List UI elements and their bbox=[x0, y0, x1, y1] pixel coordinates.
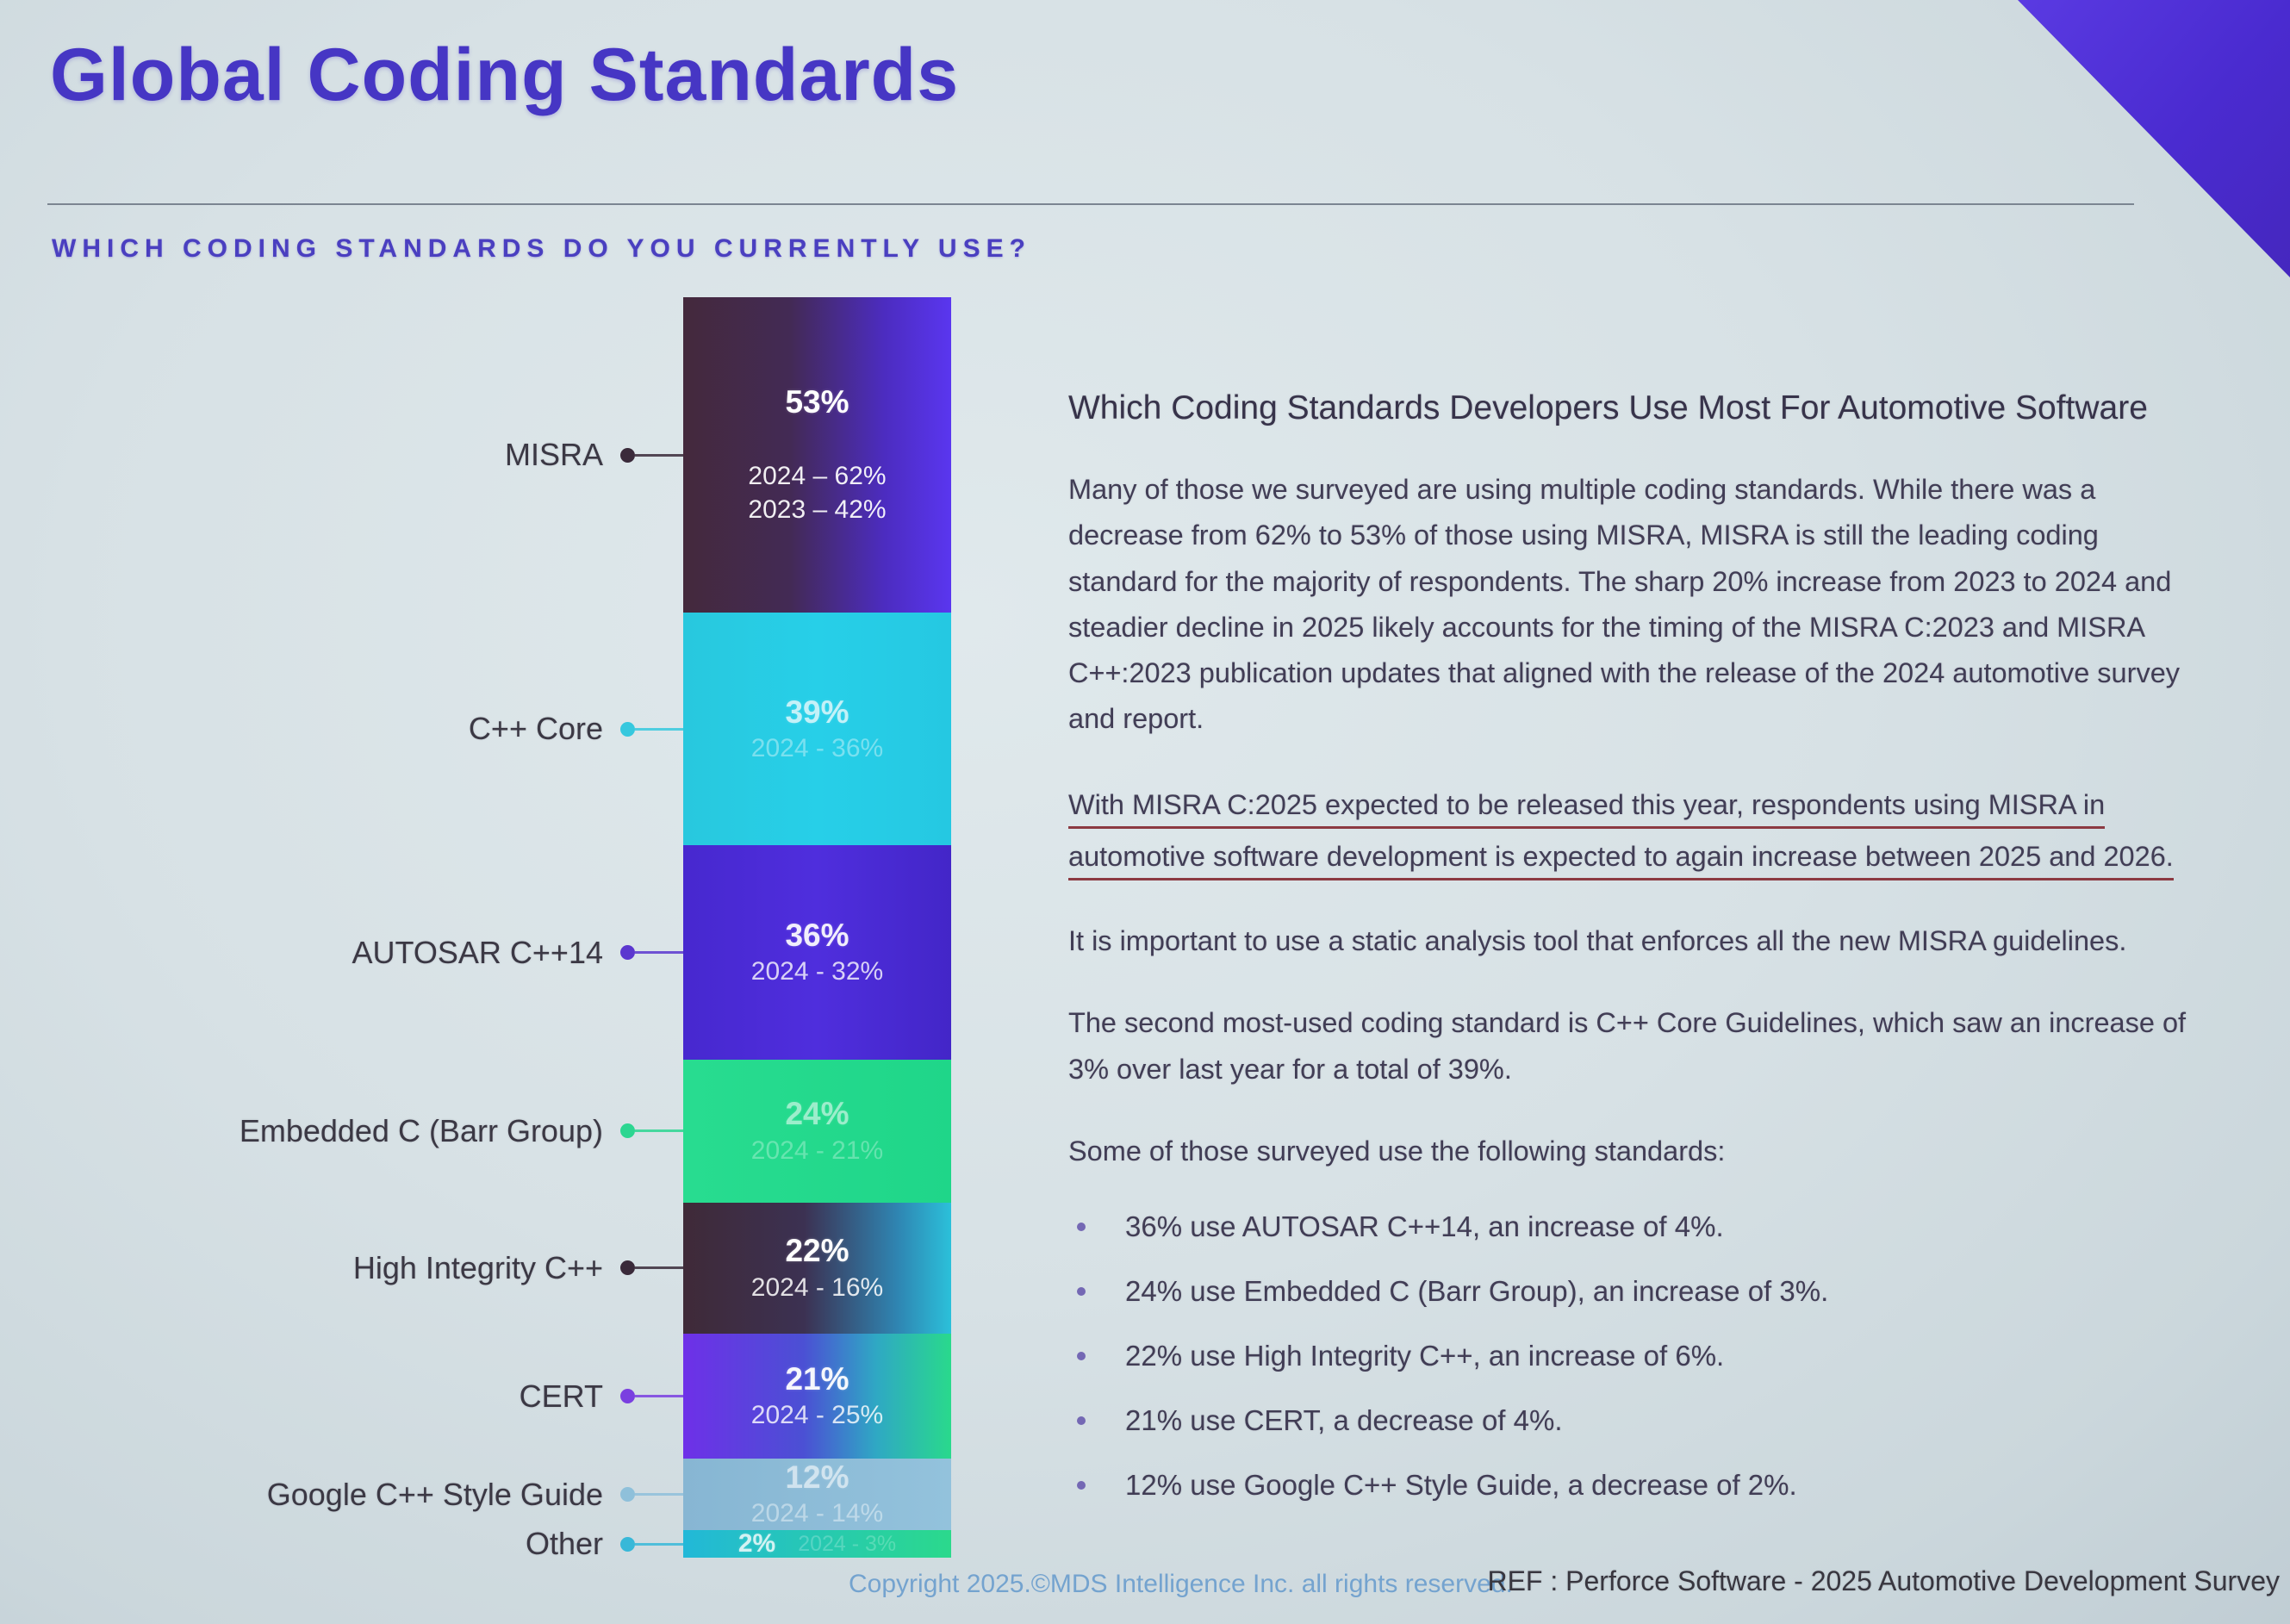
commentary-paragraph-1: Many of those we surveyed are using mult… bbox=[1068, 474, 2181, 735]
bar-category-label: MISRA bbox=[504, 437, 603, 473]
segment-value: 24% bbox=[785, 1096, 849, 1132]
label-connector-line bbox=[635, 1266, 683, 1270]
bar-label-autosar: AUTOSAR C++14 bbox=[0, 935, 683, 971]
corner-triangle-decoration bbox=[2018, 0, 2290, 277]
bar-labels: MISRA C++ Core AUTOSAR C++14 Embedded C (Ba… bbox=[0, 297, 683, 1590]
bar-label-high-integrity: High Integrity C++ bbox=[0, 1250, 683, 1286]
bullet-text: 12% use Google C++ Style Guide, a decrea… bbox=[1125, 1469, 1797, 1502]
segment-prior-year-value: 2024 - 25% bbox=[750, 1401, 884, 1430]
bullet-icon bbox=[1077, 1481, 1086, 1490]
bullet-text: 21% use CERT, a decrease of 4%. bbox=[1125, 1404, 1563, 1437]
label-dot-icon bbox=[620, 1123, 635, 1139]
stacked-bar: 53% 2024 – 62% 2023 – 42% 39% 2024 - 36% 36% 2… bbox=[683, 297, 951, 1559]
bullet-icon bbox=[1077, 1352, 1086, 1361]
label-dot-icon bbox=[620, 1487, 635, 1503]
bar-label-google-style: Google C++ Style Guide bbox=[0, 1477, 683, 1513]
label-dot-icon bbox=[620, 1260, 635, 1276]
segment-prior-year-value: 2024 - 36% bbox=[750, 733, 884, 762]
segment-prior-year-value: 2024 - 21% bbox=[750, 1136, 884, 1165]
label-dot-icon bbox=[620, 447, 635, 463]
bar-label-other: Other bbox=[0, 1526, 683, 1562]
label-dot-icon bbox=[620, 721, 635, 737]
label-connector-line bbox=[635, 1129, 683, 1133]
bullet-item: 22% use High Integrity C++, an increase … bbox=[1068, 1340, 2206, 1372]
bullet-text: 22% use High Integrity C++, an increase … bbox=[1125, 1340, 1725, 1372]
reference-text: REF : Perforce Software - 2025 Automotiv… bbox=[1487, 1565, 2280, 1596]
commentary-paragraph-3: The second most-used coding standard is … bbox=[1068, 1007, 2187, 1085]
segment-value: 53% bbox=[785, 384, 849, 420]
bar-segment-google-style: 12% 2024 - 14% bbox=[683, 1459, 951, 1531]
label-connector-line bbox=[635, 1493, 683, 1496]
segment-prior-year-value: 2024 – 62% bbox=[748, 462, 887, 491]
segment-value: 21% bbox=[785, 1360, 849, 1397]
segment-value: 39% bbox=[785, 694, 849, 730]
page-title: Global Coding Standards bbox=[50, 34, 960, 116]
bullet-icon bbox=[1077, 1416, 1086, 1426]
bar-category-label: Google C++ Style Guide bbox=[266, 1476, 603, 1512]
commentary-paragraph-2: It is important to use a static analysis… bbox=[1068, 925, 2127, 957]
segment-value: 2% bbox=[737, 1529, 776, 1559]
label-connector-line bbox=[635, 951, 683, 955]
commentary-paragraph-underlined: With MISRA C:2025 expected to be release… bbox=[1068, 779, 2206, 882]
bar-category-label: C++ Core bbox=[468, 711, 603, 747]
stacked-bar-chart: 53% 2024 – 62% 2023 – 42% 39% 2024 - 36% 36% 2… bbox=[0, 0, 1068, 1624]
bullet-text: 36% use AUTOSAR C++14, an increase of 4%… bbox=[1125, 1210, 1724, 1243]
bullet-icon bbox=[1077, 1287, 1086, 1297]
commentary-heading: Which Coding Standards Developers Use Mo… bbox=[1068, 389, 2148, 426]
segment-value: 22% bbox=[785, 1233, 849, 1269]
label-connector-line bbox=[635, 1542, 683, 1546]
copyright-text: Copyright 2025.©MDS Intelligence Inc. al… bbox=[849, 1570, 1513, 1598]
bar-label-cert: CERT bbox=[0, 1378, 683, 1415]
label-connector-line bbox=[635, 727, 683, 731]
segment-value: 36% bbox=[785, 917, 849, 953]
label-dot-icon bbox=[620, 1389, 635, 1404]
bullet-icon bbox=[1077, 1223, 1086, 1232]
survey-question: WHICH CODING STANDARDS DO YOU CURRENTLY … bbox=[52, 234, 1031, 263]
bullet-list: 36% use AUTOSAR C++14, an increase of 4%… bbox=[1068, 1210, 2206, 1502]
bar-category-label: CERT bbox=[519, 1378, 603, 1414]
bullet-text: 24% use Embedded C (Barr Group), an incr… bbox=[1125, 1275, 1829, 1308]
bullet-item: 24% use Embedded C (Barr Group), an incr… bbox=[1068, 1275, 2206, 1308]
bar-label-embedded-c: Embedded C (Barr Group) bbox=[0, 1113, 683, 1149]
bar-category-label: High Integrity C++ bbox=[352, 1249, 603, 1285]
bar-category-label: AUTOSAR C++14 bbox=[352, 934, 603, 970]
commentary-panel: Which Coding Standards Developers Use Mo… bbox=[1068, 389, 2206, 1534]
bar-label-cpp-core: C++ Core bbox=[0, 711, 683, 747]
segment-prior-year-value: 2023 – 42% bbox=[748, 495, 887, 525]
label-connector-line bbox=[635, 1395, 683, 1398]
bar-label-misra: MISRA bbox=[0, 437, 683, 473]
segment-prior-year-value: 2024 - 3% bbox=[798, 1531, 897, 1556]
bar-segment-autosar: 36% 2024 - 32% bbox=[683, 845, 951, 1060]
title-divider bbox=[47, 203, 2134, 205]
label-dot-icon bbox=[620, 1536, 635, 1552]
segment-prior-year-value: 2024 - 32% bbox=[750, 957, 884, 986]
bar-segment-misra: 53% 2024 – 62% 2023 – 42% bbox=[683, 297, 951, 613]
bar-segment-high-integrity: 22% 2024 - 16% bbox=[683, 1202, 951, 1334]
label-dot-icon bbox=[620, 945, 635, 961]
bar-category-label: Embedded C (Barr Group) bbox=[239, 1112, 603, 1148]
bar-category-label: Other bbox=[525, 1526, 603, 1562]
segment-prior-year-value: 2024 - 14% bbox=[750, 1499, 884, 1528]
bullet-item: 21% use CERT, a decrease of 4%. bbox=[1068, 1404, 2206, 1437]
bar-segment-embedded-c: 24% 2024 - 21% bbox=[683, 1059, 951, 1203]
segment-value: 12% bbox=[785, 1459, 849, 1495]
label-connector-line bbox=[635, 453, 683, 457]
bullet-item: 12% use Google C++ Style Guide, a decrea… bbox=[1068, 1469, 2206, 1502]
bar-segment-cert: 21% 2024 - 25% bbox=[683, 1334, 951, 1459]
commentary-bullets-intro: Some of those surveyed use the following… bbox=[1068, 1135, 1726, 1167]
bar-segment-cpp-core: 39% 2024 - 36% bbox=[683, 613, 951, 846]
bar-segment-other: 2% 2024 - 3% bbox=[683, 1529, 951, 1559]
bullet-item: 36% use AUTOSAR C++14, an increase of 4%… bbox=[1068, 1210, 2206, 1243]
segment-prior-year-value: 2024 - 16% bbox=[750, 1272, 884, 1302]
underlined-sentence: With MISRA C:2025 expected to be release… bbox=[1068, 788, 2174, 880]
